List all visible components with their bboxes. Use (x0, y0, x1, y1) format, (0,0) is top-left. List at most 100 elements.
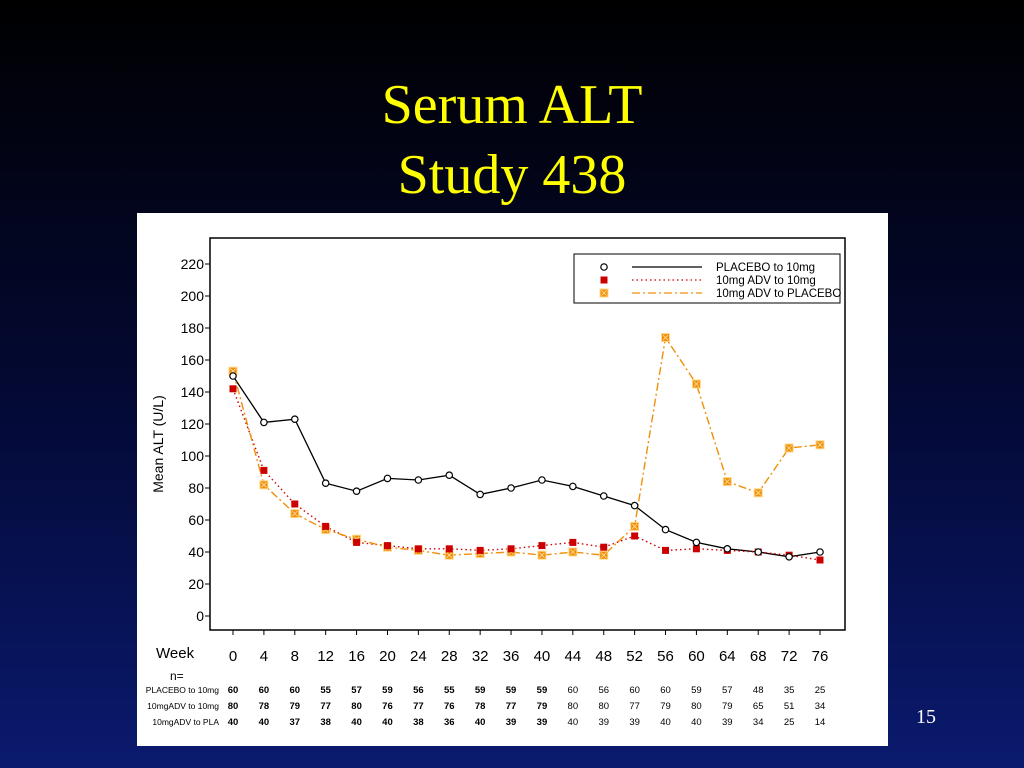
n-table-cell: 39 (598, 717, 609, 728)
y-tick-label: 60 (188, 512, 204, 528)
legend-entry: 10mg ADV to PLACEBO (716, 288, 841, 300)
data-point (291, 500, 299, 508)
n-table-label: n= (170, 669, 184, 683)
n-table-cell: 40 (228, 717, 239, 728)
n-table-cell: 59 (691, 685, 702, 696)
data-point (599, 492, 608, 500)
y-tick-label: 40 (188, 544, 204, 560)
y-tick-label: 20 (188, 576, 204, 592)
data-point (600, 543, 608, 551)
n-table-cell: 77 (320, 701, 331, 712)
data-point (816, 548, 824, 556)
data-point (352, 487, 361, 496)
n-table-cell: 34 (815, 701, 826, 712)
title-line-1: Serum ALT (381, 74, 643, 136)
x-tick-label: 48 (595, 648, 612, 665)
data-point-glyph (539, 552, 545, 558)
series-line (232, 388, 821, 561)
data-point (229, 372, 237, 380)
series-line (232, 375, 821, 558)
legend-box (573, 253, 841, 304)
x-tick-label: 52 (626, 648, 643, 665)
series-markers-2 (229, 385, 824, 564)
y-axis-label: Mean ALT (U/L) (150, 395, 166, 493)
n-table-cell: 57 (722, 685, 733, 696)
plot-area-frame (209, 237, 846, 631)
n-table-cell: 25 (815, 685, 826, 696)
n-table-cell: 55 (320, 685, 331, 696)
title-line-2: Study 438 (397, 144, 627, 206)
series-line (232, 335, 821, 556)
n-table-cell: 78 (259, 701, 270, 712)
data-point (816, 556, 824, 564)
y-tick-label: 100 (181, 448, 205, 464)
data-point-glyph (292, 510, 298, 517)
n-table-cell: 60 (290, 685, 301, 696)
n-table-cell: 57 (351, 685, 362, 696)
n-table-cell: 77 (413, 701, 424, 712)
n-table-cell: 60 (228, 685, 239, 696)
n-table-cell: 78 (475, 701, 486, 712)
data-point-glyph (570, 549, 576, 555)
data-point-glyph (693, 381, 700, 387)
x-tick-label: 40 (534, 648, 551, 665)
series-2 (232, 388, 821, 561)
y-tick-label: 140 (181, 384, 205, 400)
x-tick-label: 68 (750, 648, 767, 665)
data-point (322, 522, 330, 530)
n-table-cell: 40 (568, 717, 579, 728)
n-table-cell: 79 (722, 701, 733, 712)
data-point-glyph (662, 334, 669, 341)
data-point (445, 471, 454, 480)
x-tick-label: 20 (379, 648, 396, 665)
data-point (414, 545, 422, 553)
slide-title: Serum ALT Study 438 (0, 70, 1024, 210)
x-tick-label: 64 (719, 648, 736, 665)
data-point (321, 479, 330, 488)
n-table-cell: 39 (629, 717, 640, 728)
x-tick-label: 32 (472, 648, 489, 665)
y-tick-label: 80 (188, 480, 204, 496)
data-point (229, 385, 237, 393)
x-tick-label: 4 (260, 648, 268, 665)
data-point (260, 418, 268, 427)
n-table-cell: 51 (784, 701, 795, 712)
n-table-cell: 40 (475, 717, 486, 728)
data-point (785, 552, 793, 561)
x-tick-label: 72 (781, 648, 798, 665)
n-table-cell: 65 (753, 701, 764, 712)
n-table-cell: 77 (629, 701, 640, 712)
x-tick-label: 56 (657, 648, 674, 665)
x-tick-label: 28 (441, 648, 458, 665)
data-point-glyph (631, 523, 638, 530)
series-markers-1 (229, 372, 824, 561)
n-table-cell: 59 (537, 685, 548, 696)
data-point (507, 484, 515, 492)
x-axis-label: Week (156, 645, 195, 662)
data-point (662, 546, 670, 554)
data-point-glyph (261, 482, 267, 488)
y-tick-label: 220 (181, 256, 205, 272)
n-table-cell: 39 (722, 717, 733, 728)
y-tick-label: 180 (181, 320, 205, 336)
y-tick-label: 0 (196, 608, 204, 624)
data-point (290, 415, 299, 424)
n-table-cell: 40 (259, 717, 270, 728)
data-point-glyph (601, 290, 607, 296)
n-table-cell: 60 (629, 685, 640, 696)
n-table-cell: 76 (444, 701, 455, 712)
series-1 (232, 375, 821, 558)
data-point (569, 482, 577, 491)
data-point (445, 545, 453, 553)
n-table-cell: 40 (351, 717, 362, 728)
n-table-cell: 79 (660, 701, 671, 712)
n-table-cell: 14 (815, 717, 826, 728)
n-table-cell: 59 (475, 685, 486, 696)
data-point (692, 545, 700, 553)
n-table-cell: 80 (691, 701, 702, 712)
data-point-glyph (446, 552, 453, 558)
x-tick-label: 12 (317, 648, 334, 665)
data-point (692, 538, 701, 547)
n-table-cell: 60 (259, 685, 270, 696)
